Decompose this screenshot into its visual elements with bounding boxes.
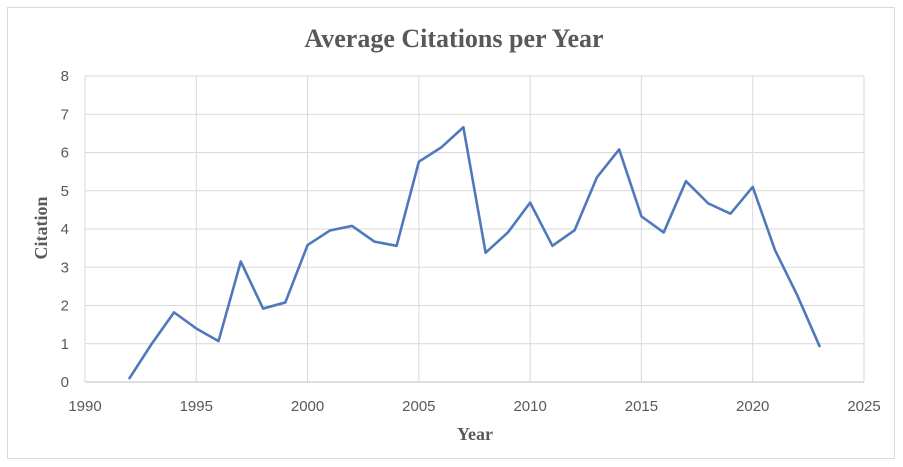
data-point bbox=[372, 239, 377, 244]
x-tick-label: 2010 bbox=[513, 398, 546, 415]
data-point bbox=[394, 243, 399, 248]
chart-frame bbox=[7, 7, 895, 459]
y-tick-label: 4 bbox=[61, 221, 69, 238]
data-point bbox=[772, 248, 777, 253]
data-point bbox=[149, 341, 154, 346]
y-tick-labels: 0 1 2 3 4 5 6 7 8 bbox=[61, 68, 69, 391]
x-tick-label: 1995 bbox=[180, 398, 213, 415]
x-axis-label: Year bbox=[457, 424, 493, 444]
data-point bbox=[728, 211, 733, 216]
y-tick-label: 1 bbox=[61, 336, 69, 353]
data-point bbox=[750, 184, 755, 189]
data-point bbox=[706, 201, 711, 206]
data-point bbox=[172, 310, 177, 315]
data-point bbox=[661, 230, 666, 235]
data-point bbox=[305, 243, 310, 248]
data-point bbox=[194, 326, 199, 331]
series-layer bbox=[127, 125, 822, 381]
chart-title: Average Citations per Year bbox=[304, 24, 603, 53]
y-tick-label: 5 bbox=[61, 183, 69, 200]
x-tick-label: 2015 bbox=[625, 398, 658, 415]
y-tick-label: 6 bbox=[61, 145, 69, 162]
grid bbox=[84, 75, 865, 382]
data-point bbox=[327, 228, 332, 233]
x-tick-label: 2005 bbox=[402, 398, 435, 415]
data-point bbox=[639, 214, 644, 219]
data-point bbox=[483, 250, 488, 255]
data-point bbox=[216, 339, 221, 344]
x-tick-label: 2025 bbox=[847, 398, 880, 415]
data-point bbox=[550, 243, 555, 248]
y-tick-label: 2 bbox=[61, 298, 69, 315]
y-tick-label: 3 bbox=[61, 259, 69, 276]
data-point bbox=[127, 376, 132, 381]
y-tick-label: 8 bbox=[61, 68, 69, 85]
data-point bbox=[283, 300, 288, 305]
data-point bbox=[617, 147, 622, 152]
data-point bbox=[795, 293, 800, 298]
y-tick-label: 0 bbox=[61, 374, 69, 391]
data-point bbox=[817, 344, 822, 349]
data-point bbox=[594, 175, 599, 180]
y-axis-label: Citation bbox=[31, 197, 51, 260]
x-tick-labels: 1990 1995 2000 2005 2010 2015 2020 2025 bbox=[68, 398, 880, 415]
series-line bbox=[128, 125, 821, 380]
data-point bbox=[350, 223, 355, 228]
y-tick-label: 7 bbox=[61, 106, 69, 123]
x-tick-label: 2000 bbox=[291, 398, 324, 415]
data-point bbox=[528, 200, 533, 205]
data-point bbox=[683, 179, 688, 184]
x-tick-label: 2020 bbox=[736, 398, 769, 415]
data-point bbox=[461, 125, 466, 130]
data-point bbox=[505, 230, 510, 235]
data-point bbox=[238, 259, 243, 264]
x-tick-label: 1990 bbox=[68, 398, 101, 415]
data-point bbox=[261, 306, 266, 311]
data-point bbox=[416, 159, 421, 164]
data-point bbox=[572, 228, 577, 233]
data-point bbox=[439, 145, 444, 150]
